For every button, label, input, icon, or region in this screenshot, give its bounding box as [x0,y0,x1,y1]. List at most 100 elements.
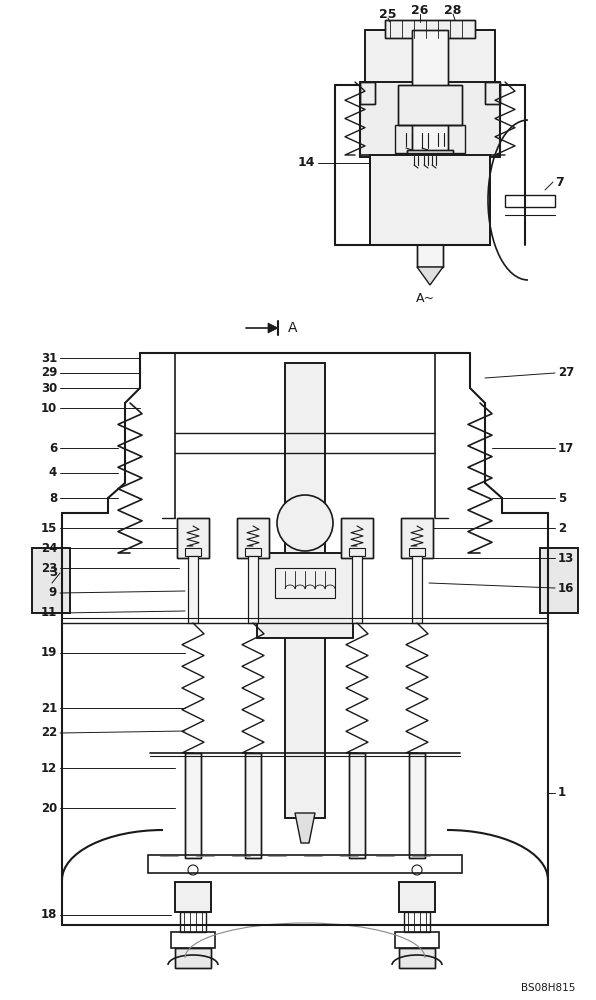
Text: 3: 3 [49,566,57,580]
Text: 31: 31 [41,352,57,364]
Text: 1: 1 [558,786,566,800]
Bar [360,82,500,157]
Circle shape [277,495,333,551]
Bar [407,150,453,172]
Text: 29: 29 [41,366,57,379]
Bar [175,882,211,912]
Bar [540,548,578,613]
Polygon shape [417,267,443,285]
Text: 23: 23 [41,562,57,574]
Bar [349,753,365,858]
Text: 8: 8 [49,491,57,504]
Bar [188,556,198,623]
Bar [188,556,198,623]
Bar [385,20,475,38]
Bar [175,948,211,968]
Text: A: A [288,321,297,335]
Bar [32,548,70,613]
Bar [175,948,211,968]
Bar [245,753,261,858]
Text: 4: 4 [49,466,57,480]
Text: A~: A~ [415,292,434,304]
Bar [398,85,462,125]
Bar [409,548,425,556]
Bar [395,932,439,948]
Bar [257,553,353,638]
Bar [399,948,435,968]
Bar [180,912,206,932]
Bar [385,20,475,38]
Bar [370,155,490,245]
Bar [412,556,422,623]
Bar [245,753,261,858]
Text: 17: 17 [558,442,575,454]
Bar [237,518,269,558]
Text: 20: 20 [41,802,57,814]
Text: 14: 14 [297,156,315,169]
Text: 28: 28 [444,3,462,16]
Bar [185,753,201,858]
Bar [237,518,269,558]
Text: 2: 2 [558,522,566,534]
Bar [349,753,365,858]
Text: BS08H815: BS08H815 [521,983,575,993]
Bar [485,82,500,104]
Text: 24: 24 [41,542,57,554]
Bar [409,753,425,858]
Bar [275,568,335,598]
Bar [148,855,462,873]
Text: 6: 6 [49,442,57,454]
Bar [505,195,555,207]
Text: 7: 7 [555,176,564,188]
Bar [349,548,365,556]
Bar [417,172,443,267]
Text: 16: 16 [558,582,575,594]
Bar [185,548,201,556]
Bar [360,82,375,104]
Bar [540,548,578,613]
Text: 10: 10 [41,401,57,414]
Bar [412,556,422,623]
Text: 18: 18 [41,908,57,922]
Text: 9: 9 [49,586,57,599]
Bar [365,30,495,85]
Bar [399,882,435,912]
Bar [285,363,325,818]
Text: 11: 11 [41,606,57,619]
Polygon shape [295,813,315,843]
Bar [341,518,373,558]
Bar [417,172,443,267]
Bar [404,912,430,932]
Bar [399,948,435,968]
Polygon shape [268,323,278,333]
Bar [395,125,465,153]
Text: 22: 22 [41,726,57,740]
Bar [365,30,495,85]
Bar [401,518,433,558]
Bar [412,30,448,230]
Text: 19: 19 [41,647,57,660]
Bar [409,753,425,858]
Bar [352,556,362,623]
Bar [175,882,211,912]
Bar [407,150,453,172]
Text: 15: 15 [41,522,57,534]
Bar [171,932,215,948]
Bar [370,155,490,245]
Text: 25: 25 [379,7,397,20]
Bar [399,882,435,912]
Bar [485,82,500,104]
Bar [177,518,209,558]
Bar [185,753,201,858]
Bar [360,82,375,104]
Bar [341,518,373,558]
Bar [401,518,433,558]
Bar [32,548,70,613]
Text: 30: 30 [41,381,57,394]
Text: 12: 12 [41,762,57,774]
Text: 21: 21 [41,702,57,714]
Bar [248,556,258,623]
Bar [352,556,362,623]
Bar [285,363,325,818]
Text: 13: 13 [558,552,575,564]
